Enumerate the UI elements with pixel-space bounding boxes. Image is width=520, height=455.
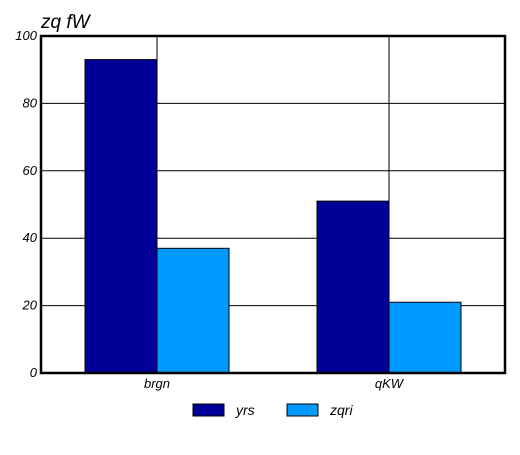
legend: yrs zqri bbox=[192, 402, 353, 418]
plot-frame bbox=[39, 34, 507, 375]
y-tick-label: 40 bbox=[23, 230, 38, 245]
y-tick-label: 60 bbox=[23, 163, 38, 178]
x-tick-label: brgn bbox=[144, 376, 170, 391]
axis-layer: 0 20 40 60 80 100 brgn qKW bbox=[15, 28, 507, 391]
bar-yrs-brgn bbox=[84, 59, 158, 374]
bar-zqri-qKW bbox=[388, 301, 462, 374]
y-tick-label: 20 bbox=[22, 298, 38, 313]
legend-swatch-yrs bbox=[192, 403, 225, 417]
bar-zqri-brgn bbox=[156, 247, 230, 374]
bars-layer bbox=[84, 59, 462, 374]
legend-label-zqri: zqri bbox=[329, 402, 353, 418]
bar-yrs-qKW bbox=[316, 200, 390, 374]
legend-label-yrs: yrs bbox=[235, 402, 255, 418]
legend-swatch-zqri bbox=[286, 403, 319, 417]
chart-title: zq fW bbox=[40, 12, 92, 33]
y-tick-label: 80 bbox=[23, 95, 38, 110]
y-tick-label: 0 bbox=[30, 365, 38, 380]
y-tick-label: 100 bbox=[15, 28, 37, 43]
x-tick-label: qKW bbox=[375, 376, 405, 391]
